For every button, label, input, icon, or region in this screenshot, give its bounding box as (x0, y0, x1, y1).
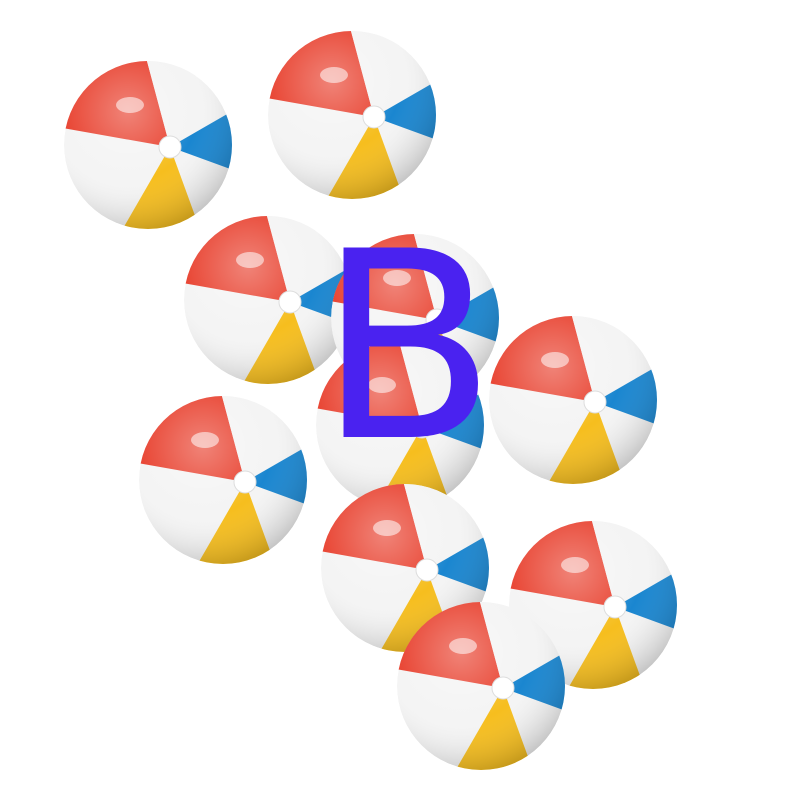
beach-ball-scene (64, 31, 677, 770)
beach-balls-group (64, 31, 677, 770)
